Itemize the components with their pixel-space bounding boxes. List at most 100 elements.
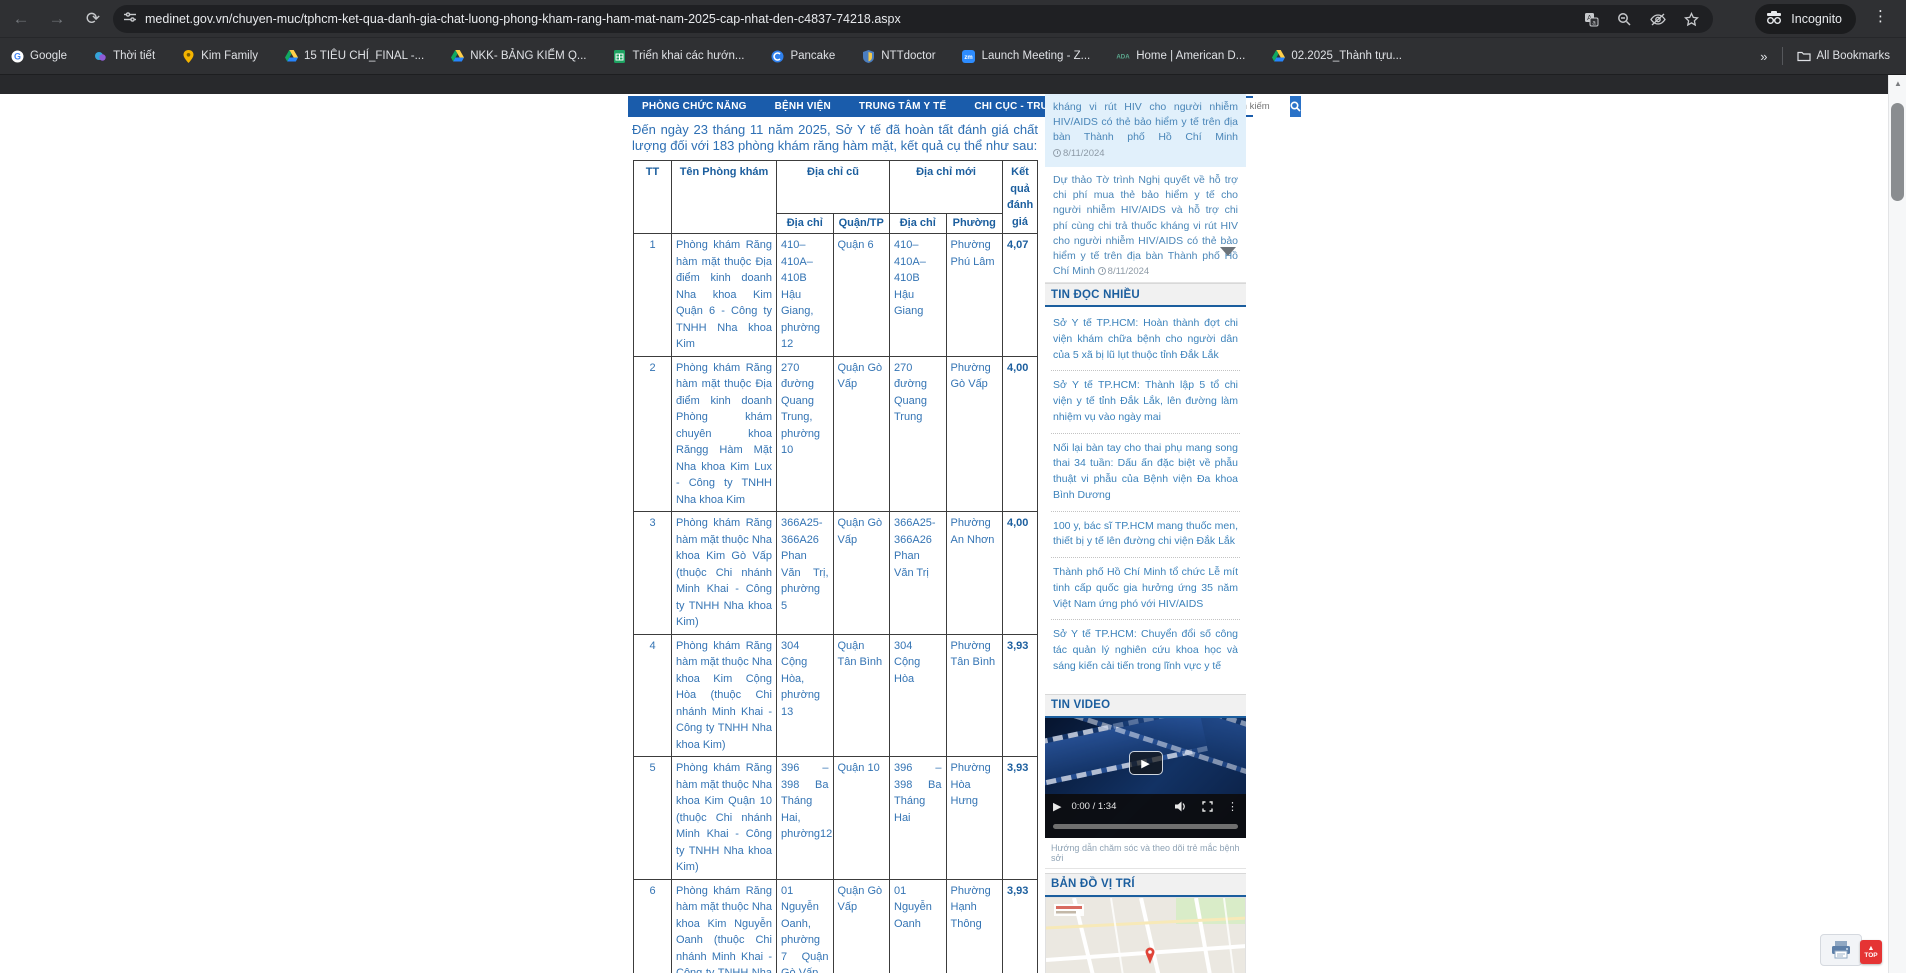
bookmark-item[interactable]: G Google — [10, 49, 67, 63]
cell-tt: 4 — [633, 633, 672, 757]
clinic-row: 1 Phòng khám Răng hàm mặt thuộc Địa điểm … — [633, 233, 1038, 357]
location-map[interactable] — [1045, 896, 1246, 973]
col-header-new-address: Địa chỉ mới — [889, 160, 1003, 214]
bookmark-item[interactable]: ADA Home | American D... — [1116, 49, 1246, 63]
map-header: BẢN ĐỒ VỊ TRÍ — [1045, 872, 1246, 897]
draft-news-item[interactable]: kháng vi rút HIV cho người nhiễm HIV/AID… — [1045, 94, 1246, 167]
back-to-top-button[interactable]: ▲ TOP — [1860, 940, 1882, 964]
print-button[interactable] — [1820, 934, 1862, 966]
draft-news-item[interactable]: Dự thảo Tờ trình Nghị quyết về hỗ trợ ch… — [1053, 173, 1238, 278]
chrome-menu-icon[interactable]: ⋮ — [1873, 8, 1888, 25]
video-fullscreen-icon[interactable] — [1202, 801, 1213, 812]
weather-favicon-icon — [93, 49, 107, 63]
ada-favicon-icon: ADA — [1116, 49, 1131, 63]
map-section: BẢN ĐỒ VỊ TRÍ — [1045, 872, 1246, 973]
bookmarks-overflow-icon[interactable]: » — [1760, 48, 1768, 64]
cell-score: 3,93 — [1002, 633, 1038, 757]
up-arrow-icon: ▲ — [1867, 944, 1875, 952]
video-player[interactable]: ▶ ▶ 0:00 / 1:34 ⋮ — [1045, 717, 1246, 838]
most-read-item[interactable]: Nối lại bàn tay cho thai phụ mang song t… — [1051, 434, 1240, 512]
page-scrollbar[interactable]: ▲ — [1888, 75, 1906, 973]
cell-new-address: 366A25-366A26 Phan Văn Trị — [889, 511, 947, 635]
cell-old-district: Quận Gò Vấp — [832, 511, 890, 635]
video-seek-bar[interactable] — [1053, 823, 1238, 829]
forward-icon[interactable]: → — [48, 8, 66, 28]
nav-item[interactable]: TRUNG TÂM Y TẾ — [858, 101, 947, 112]
col-subheader-new-addr: Địa chỉ — [889, 212, 947, 235]
video-section: TIN VIDEO ▶ ▶ 0:00 / 1:34 ⋮ — [1045, 693, 1246, 869]
nav-item[interactable]: BỆNH VIỆN — [774, 101, 831, 112]
bookmarks-bar: G Google Thời tiết Kim Family 15 TIÊU CHÍ_FI… — [0, 37, 1906, 74]
cell-old-district: Quận Gò Vấp — [832, 878, 890, 973]
cell-old-address: 396 – 398 Ba Tháng Hai, phường12 — [776, 756, 834, 880]
cell-old-district: Quận Gò Vấp — [832, 355, 890, 512]
cell-ward: Phường Phú Lâm — [945, 233, 1003, 357]
sheets-favicon-icon — [613, 49, 627, 63]
video-controls: ▶ 0:00 / 1:34 ⋮ — [1045, 793, 1246, 838]
bookmark-item[interactable]: NTTdoctor — [861, 49, 936, 63]
cell-ward: Phường Hòa Hưng — [945, 756, 1003, 880]
video-menu-icon[interactable]: ⋮ — [1227, 801, 1238, 813]
most-read-item[interactable]: Sở Y tế TP.HCM: Chuyển đổi số công tác q… — [1053, 628, 1238, 672]
reload-icon[interactable]: ⟳ — [85, 8, 101, 28]
google-favicon-icon: G — [10, 49, 24, 63]
drive-favicon-icon — [284, 49, 298, 63]
cell-name: Phòng khám Răng hàm mặt thuộc Nha khoa K… — [671, 633, 777, 757]
video-play-icon[interactable]: ▶ — [1053, 801, 1062, 813]
video-play-overlay-button[interactable]: ▶ — [1128, 751, 1163, 776]
zoom-out-icon[interactable] — [1617, 12, 1632, 27]
most-read-item[interactable]: Sở Y tế TP.HCM: Thành lập 5 tổ chi viện … — [1051, 371, 1240, 434]
site-info-icon[interactable] — [123, 10, 137, 29]
svg-text:G: G — [13, 51, 20, 61]
cell-old-address: 270 đường Quang Trung, phường 10 — [776, 355, 834, 512]
most-read-item[interactable]: Thành phố Hồ Chí Minh tổ chức Lễ mít tin… — [1051, 558, 1240, 621]
back-icon[interactable]: ← — [12, 8, 30, 28]
nav-item[interactable]: PHÒNG CHỨC NĂNG — [642, 101, 747, 112]
video-volume-icon[interactable] — [1175, 801, 1188, 812]
scrollbar-up-icon[interactable]: ▲ — [1894, 78, 1902, 88]
printer-icon — [1832, 941, 1850, 959]
video-time: 0:00 / 1:34 — [1071, 801, 1117, 812]
cell-ward: Phường An Nhơn — [945, 511, 1003, 635]
draft-news-date: 8/11/2024 — [1053, 148, 1105, 159]
bookmark-item[interactable]: Triển khai các hướn... — [613, 49, 744, 63]
svg-text:a: a — [1592, 20, 1596, 26]
cell-name: Phòng khám Răng hàm mặt thuộc Nha khoa K… — [671, 878, 777, 973]
cell-old-address: 304 Cộng Hòa, phường 13 — [776, 633, 834, 757]
pin-favicon-icon — [181, 49, 195, 63]
most-read-header: TIN ĐỌC NHIỀU — [1045, 283, 1246, 307]
col-subheader-old-addr: Địa chỉ — [776, 212, 834, 235]
bookmark-item[interactable]: NKK- BẢNG KIỂM Q... — [450, 49, 587, 63]
cell-tt: 3 — [633, 511, 672, 635]
bookmark-item[interactable]: Kim Family — [181, 49, 258, 63]
all-bookmarks-button[interactable]: All Bookmarks — [1796, 49, 1890, 63]
scrollbar-thumb[interactable] — [1891, 103, 1904, 201]
cell-new-address: 01 Nguyễn Oanh — [889, 878, 947, 973]
cell-tt: 5 — [633, 756, 672, 880]
clinic-row: 3 Phòng khám Răng hàm mặt thuộc Nha khoa … — [633, 511, 1038, 635]
bookmark-item[interactable]: Thời tiết — [93, 49, 155, 63]
bookmark-item[interactable]: 02.2025_Thành tựu... — [1271, 49, 1402, 63]
clock-icon — [1053, 148, 1061, 157]
svg-text:ADA: ADA — [1117, 54, 1131, 61]
bookmark-item[interactable]: Pancake — [770, 49, 835, 63]
bookmark-star-icon[interactable] — [1684, 11, 1699, 27]
most-read-item[interactable]: 100 y, bác sĩ TP.HCM mang thuốc men, thi… — [1051, 512, 1240, 558]
most-read-item[interactable]: Sở Y tế TP.HCM: Hoàn thành đợt chi viện … — [1051, 309, 1240, 372]
clinic-row: 2 Phòng khám Răng hàm mặt thuộc Địa điểm … — [633, 355, 1038, 512]
cell-new-address: 396 – 398 Ba Tháng Hai — [889, 756, 947, 880]
address-bar[interactable]: medinet.gov.vn/chuyen-muc/tphcm-ket-qua-… — [113, 5, 1713, 33]
site-search-button[interactable] — [1289, 96, 1301, 117]
eye-off-icon[interactable] — [1650, 12, 1666, 27]
cell-tt: 2 — [633, 355, 672, 512]
clinic-table: TT Tên Phòng khám Địa chỉ cũ Địa chỉ mới… — [633, 160, 1038, 973]
list-scroll-down-icon[interactable] — [1220, 247, 1236, 256]
bookmark-item[interactable]: zm Launch Meeting - Z... — [962, 49, 1090, 63]
bookmark-item[interactable]: 15 TIÊU CHÍ_FINAL -... — [284, 49, 424, 63]
clinic-row: 6 Phòng khám Răng hàm mặt thuộc Nha khoa … — [633, 878, 1038, 973]
url-text[interactable]: medinet.gov.vn/chuyen-muc/tphcm-ket-qua-… — [145, 12, 901, 26]
cell-name: Phòng khám Răng hàm mặt thuộc Địa điểm k… — [671, 355, 777, 512]
shield-favicon-icon — [861, 49, 875, 63]
